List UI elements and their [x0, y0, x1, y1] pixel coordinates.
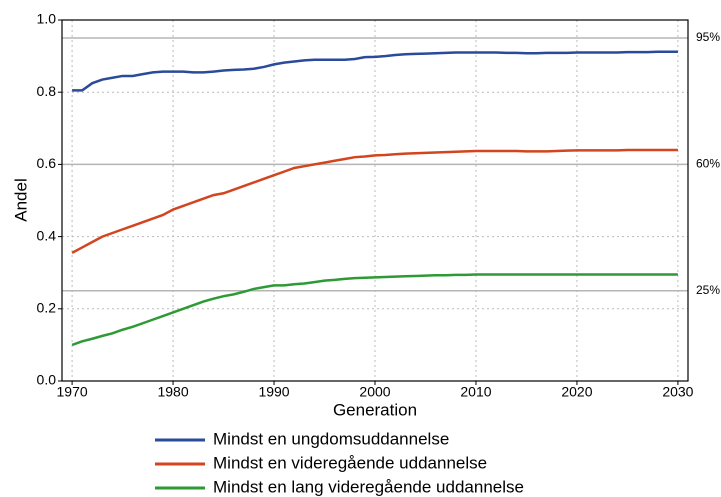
legend-label: Mindst en ungdomsuddannelse	[213, 429, 449, 448]
y-axis-label: Andel	[11, 178, 30, 221]
data-line	[71, 273, 678, 347]
y-tick-label: 0.0	[37, 372, 57, 388]
reference-label: 95%	[696, 30, 720, 44]
x-tick-label: 1990	[258, 384, 289, 400]
reference-label: 60%	[696, 157, 720, 171]
y-tick-label: 0.4	[37, 227, 57, 243]
y-tick-label: 1.0	[37, 11, 57, 27]
x-tick-label: 2020	[561, 384, 592, 400]
plot-frame	[61, 19, 689, 382]
x-tick-label: 1970	[57, 384, 88, 400]
legend-label: Mindst en videregående uddannelse	[213, 453, 487, 472]
data-line	[72, 50, 678, 92]
x-tick-label: 1980	[157, 384, 188, 400]
y-tick-label: 0.2	[37, 300, 57, 316]
y-tick-label: 0.6	[37, 155, 57, 171]
x-tick-label: 2000	[359, 384, 390, 400]
y-tick-label: 0.8	[37, 83, 57, 99]
legend-label: Mindst en lang videregående uddannelse	[213, 477, 524, 496]
reference-label: 25%	[696, 283, 720, 297]
x-tick-label: 2010	[460, 384, 491, 400]
data-line	[71, 148, 678, 254]
x-axis-label: Generation	[333, 400, 417, 419]
x-tick-label: 2030	[662, 384, 693, 400]
